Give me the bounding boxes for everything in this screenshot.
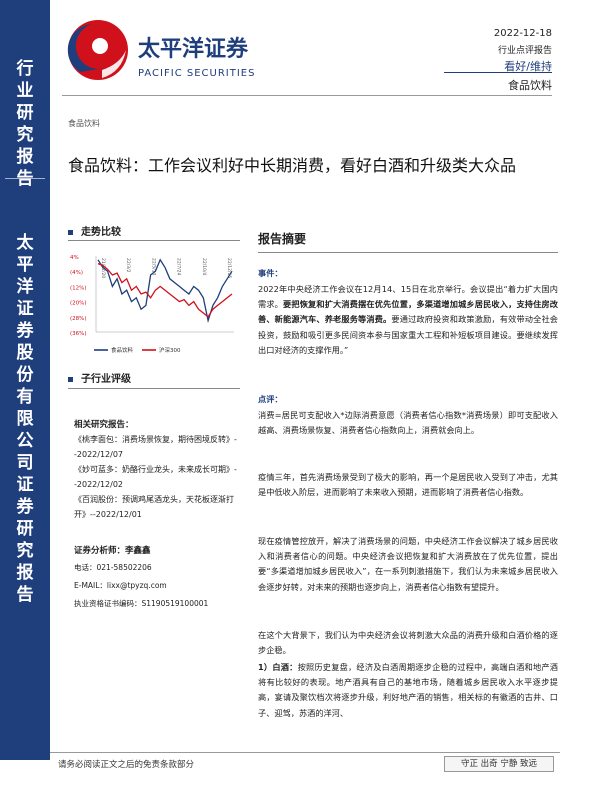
section-square-icon (68, 376, 73, 382)
sidebar-char: 证 (16, 475, 34, 495)
sidebar-char: 告 (16, 585, 34, 605)
x-tick-label: 22/12/15 (226, 258, 232, 278)
industry-rating: 看好/维持 (504, 60, 552, 73)
x-tick-label: 22/3/2 (125, 258, 131, 273)
section-square-icon (68, 229, 73, 235)
header-divider (444, 72, 552, 73)
breadcrumb: 食品饮料 (68, 119, 100, 128)
sidebar-char: 究 (16, 541, 34, 561)
sidebar-char: 券 (16, 321, 34, 341)
analyst-phone: 电话：021-58502206 (74, 563, 152, 572)
sidebar-char: 研 (16, 103, 34, 123)
sidebar-char: 报 (16, 563, 34, 583)
event-label-text: 事件： (258, 268, 283, 278)
sidebar-char: 究 (16, 125, 34, 145)
rating-heading-text: 子行业评级 (81, 374, 131, 385)
sidebar-divider (5, 178, 45, 179)
company-logo: 太平洋证券 PACIFIC SECURITIES (62, 10, 267, 92)
sidebar-bottom-label: 太平洋证券股份有限公司证券研究报告 (0, 232, 50, 606)
sidebar-char: 股 (16, 343, 34, 363)
x-tick-label: 22/7/24 (176, 258, 182, 275)
comment-paragraph-4: 在这个大背景下，我们认为中央经济会议将刺激大众品的消费升级和白酒价格的逐步企稳。 (258, 630, 558, 656)
comment-label-text: 点评： (258, 394, 283, 404)
report-title: 食品饮料：工作会议利好中长期消费，看好白酒和升级类大众品 (68, 156, 517, 175)
header-rule (62, 95, 552, 96)
comment-paragraph-3: 现在疫情管控放开，解决了消费场景的问题，中央经济工作会议解决了城乡居民收入和消费… (258, 536, 558, 592)
sidebar-char: 平 (16, 255, 34, 275)
trend-heading-text: 走势比较 (81, 227, 121, 238)
sidebar-char: 限 (16, 409, 34, 429)
abstract-heading: 报告摘要 (258, 232, 307, 246)
baijiu-label: 1）白酒： (258, 662, 298, 672)
footer-rule (50, 752, 560, 753)
event-label: 事件： (258, 266, 558, 281)
baijiu-paragraph: 1）白酒：按照历史复盘，经济及白酒周期逐步企稳的过程中，高端白酒和地产酒将有比较… (258, 660, 558, 721)
series-line (97, 262, 233, 318)
sidebar-char: 业 (16, 81, 34, 101)
rating-rule (68, 388, 240, 389)
pacific-securities-logo-icon: 太平洋证券 PACIFIC SECURITIES (67, 20, 255, 80)
y-tick-label: (28%) (70, 316, 87, 322)
sidebar-char: 行 (16, 59, 34, 79)
trend-heading: 走势比较 (68, 223, 243, 238)
logo-name-en: PACIFIC SECURITIES (138, 68, 255, 79)
analyst-license: 执业资格证书编码：S1190519100001 (74, 599, 209, 608)
event-paragraph: 2022年中央经济工作会议在12月14、15日在北京举行。会议提出“着力扩大国内… (258, 282, 558, 358)
x-tick-label: 22/5/13 (150, 258, 156, 275)
comment-label: 点评： (258, 392, 558, 407)
sidebar-char: 太 (16, 233, 34, 253)
trend-chart: 4% (4%) (12%) (20%) (28%) (36%) 21/12/20 22/3/2… (68, 248, 240, 360)
sidebar-char: 公 (16, 431, 34, 451)
related-report-item[interactable]: 《桃李面包：消费场景恢复，期待困境反转》--2022/12/07 (74, 435, 237, 459)
sidebar-char: 证 (16, 299, 34, 319)
left-sidebar: 行业研究报告 太平洋证券股份有限公司证券研究报告 (0, 0, 50, 760)
y-tick-label: 4% (70, 255, 79, 261)
sidebar-char: 洋 (16, 277, 34, 297)
footer-disclaimer: 请务必阅读正文之后的免责条款部分 (58, 760, 195, 770)
logo-name-cn: 太平洋证券 (138, 36, 249, 62)
related-heading: 相关研究报告： (74, 420, 134, 430)
legend-label: 沪深300 (159, 346, 181, 354)
sidebar-char: 有 (16, 387, 34, 407)
abstract-rule (258, 252, 558, 253)
footer-motto: 守正 出奇 宁静 致远 (444, 756, 554, 772)
sidebar-char: 报 (16, 147, 34, 167)
series-line (97, 258, 233, 324)
sidebar-top-label: 行业研究报告 (0, 58, 50, 190)
baijiu-text: 按照历史复盘，经济及白酒周期逐步企稳的过程中，高端白酒和地产酒将有比较好的表现。… (258, 662, 558, 718)
sidebar-char: 券 (16, 497, 34, 517)
y-tick-label: (36%) (70, 331, 87, 337)
trend-chart-svg: 4%(4%)(12%)(20%)(28%)(36%)21/12/20 22/3/2… (70, 255, 234, 354)
report-type: 行业点评报告 (497, 46, 552, 56)
event-text-2: 要通过政府投资和政策激励，有效带动全社会投资，鼓励和吸引更多民间资本参与国家重大… (258, 314, 558, 355)
analyst-email[interactable]: E-MAIL：lixx@tpyzq.com (74, 581, 167, 590)
sidebar-char: 告 (16, 169, 34, 189)
sidebar-char: 司 (16, 453, 34, 473)
sidebar-char: 份 (16, 365, 34, 385)
comment-paragraph-2: 疫情三年，首先消费场景受到了极大的影响，再一个是居民收入受到了冲击，尤其是中低收… (258, 472, 558, 498)
rating-heading: 子行业评级 (68, 370, 243, 385)
y-tick-label: (4%) (70, 270, 83, 276)
event-text-1: 2022年中央经济工作会议在12月14、15日在北京举行。会议提出“着力扩大国内… (258, 284, 558, 310)
legend-label: 食品饮料 (111, 346, 134, 354)
report-date: 2022-12-18 (493, 28, 552, 39)
sidebar-char: 研 (16, 519, 34, 539)
related-report-item[interactable]: 《妙可蓝多：奶酪行业龙头，未来成长可期》--2022/12/02 (74, 465, 237, 489)
related-report-item[interactable]: 《百润股份：预调鸡尾酒龙头，天花板逐渐打开》--2022/12/01 (74, 495, 234, 519)
y-tick-label: (12%) (70, 285, 87, 291)
event-text-bold: 要把恢复和扩大消费摆在优先位置，多渠道增加城乡居民收入，支持住房改善、新能源汽车… (258, 299, 558, 325)
y-tick-label: (20%) (70, 301, 87, 307)
trend-rule (68, 240, 240, 241)
comment-paragraph-1: 消费=居民可支配收入*边际消费意愿（消费者信心指数*消费场景）即可支配收入越高、… (258, 410, 558, 436)
x-tick-label: 22/10/4 (201, 258, 207, 275)
analyst-name: 证券分析师：李鑫鑫 (74, 546, 151, 556)
industry-sector: 食品饮料 (508, 79, 552, 92)
